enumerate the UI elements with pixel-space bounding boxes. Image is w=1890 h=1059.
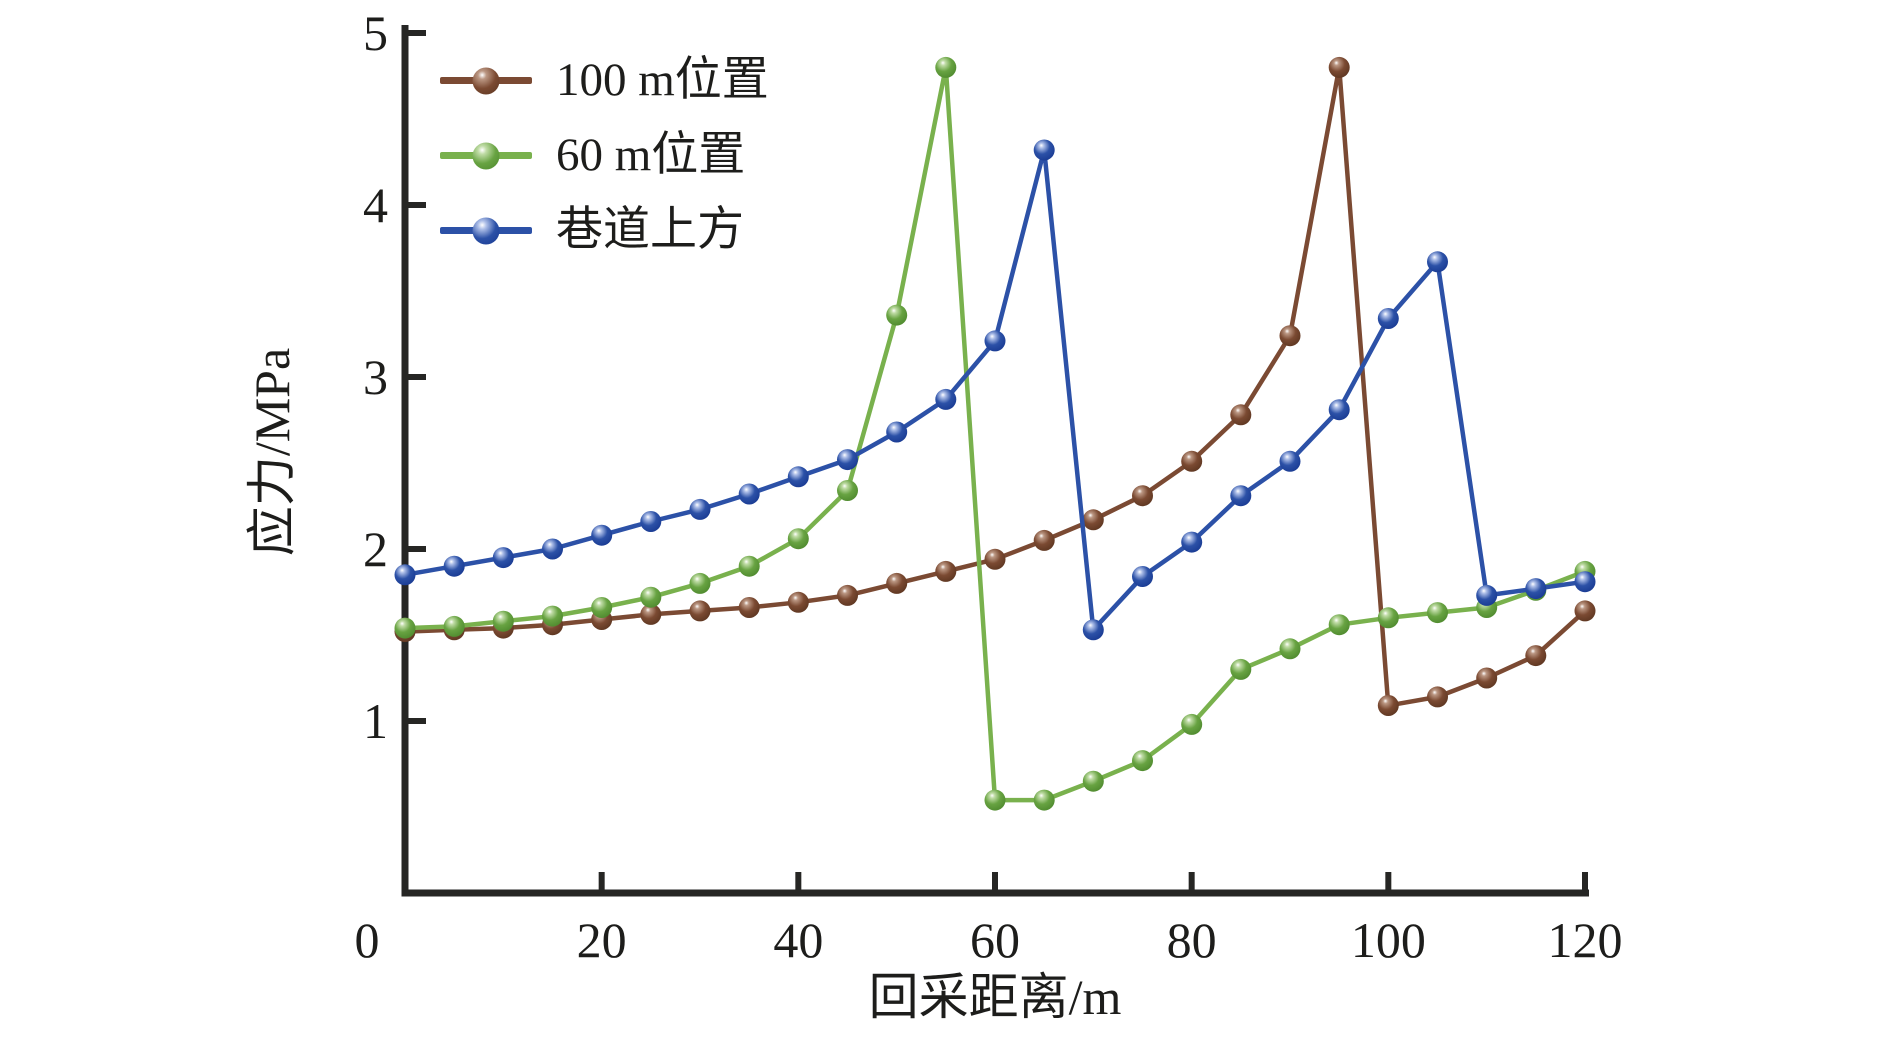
data-point	[1574, 600, 1596, 622]
data-point	[886, 421, 908, 443]
data-point	[1230, 485, 1252, 507]
data-point	[443, 615, 465, 637]
data-point	[443, 555, 465, 577]
data-point	[542, 605, 563, 627]
x-tick-label-40: 40	[773, 912, 823, 968]
data-point	[1033, 789, 1055, 811]
data-point	[1082, 770, 1104, 792]
axes: 1 2 3 4 5 0 20 40 60 80 100 120	[355, 5, 1623, 968]
data-point	[640, 603, 662, 625]
y-tick-label-4: 4	[363, 177, 388, 233]
data-point	[1427, 602, 1448, 624]
data-point	[640, 511, 662, 532]
data-point	[1476, 667, 1498, 689]
legend-item-60m: 60 m位置	[440, 118, 769, 193]
data-point	[1377, 308, 1399, 329]
data-point	[1574, 571, 1596, 593]
y-tick-label-2: 2	[363, 521, 388, 577]
data-point	[837, 449, 858, 471]
data-point	[1525, 578, 1547, 600]
x-tick-label-80: 80	[1167, 912, 1217, 968]
data-point	[492, 610, 514, 632]
data-point	[886, 304, 908, 326]
y-tick-label-3: 3	[363, 349, 388, 405]
data-point	[935, 560, 957, 582]
data-point	[689, 600, 711, 622]
x-axis-title: 回采距离/m	[868, 969, 1122, 1025]
data-point	[1033, 529, 1055, 551]
data-point	[1279, 325, 1301, 347]
data-point	[1132, 485, 1153, 507]
data-point	[591, 597, 613, 618]
data-point	[1279, 450, 1301, 472]
x-tick-label-120: 120	[1547, 912, 1622, 968]
data-point	[738, 555, 760, 577]
data-point	[1377, 695, 1399, 716]
data-point	[591, 524, 613, 546]
data-point	[1328, 614, 1350, 636]
legend-item-roadway: 巷道上方	[440, 193, 769, 268]
data-point	[837, 584, 858, 606]
legend-marker-60m-icon	[440, 142, 532, 169]
data-point	[1377, 607, 1399, 629]
data-point	[738, 597, 760, 618]
data-point	[1230, 404, 1252, 426]
data-point	[394, 564, 416, 586]
data-point	[1132, 566, 1153, 587]
series-2	[394, 139, 1596, 641]
data-point	[787, 528, 809, 550]
legend-marker-100m-icon	[440, 67, 532, 94]
data-point	[935, 388, 957, 410]
legend-label-100m: 100 m位置	[556, 54, 769, 106]
data-point	[1082, 509, 1104, 531]
data-point	[1230, 658, 1252, 680]
legend-item-100m: 100 m位置	[440, 43, 769, 118]
x-tick-label-20: 20	[577, 912, 627, 968]
data-point	[394, 617, 416, 639]
data-point	[689, 572, 711, 594]
data-point	[837, 480, 858, 501]
x-tick-label-60: 60	[970, 912, 1020, 968]
data-point	[787, 591, 809, 613]
data-point	[1427, 251, 1448, 273]
data-point	[1427, 686, 1448, 708]
data-point	[886, 572, 908, 594]
data-point	[1181, 713, 1203, 735]
data-point	[1132, 750, 1153, 772]
data-point	[1476, 584, 1498, 606]
data-point	[935, 56, 957, 78]
data-point	[787, 466, 809, 488]
data-point	[640, 586, 662, 608]
legend: 100 m位置 60 m位置 巷道上方	[440, 43, 769, 268]
data-point	[984, 330, 1006, 352]
y-tick-label-1: 1	[363, 693, 388, 749]
data-point	[1328, 399, 1350, 421]
data-point	[1181, 450, 1203, 472]
y-tick-label-5: 5	[363, 5, 388, 61]
data-point	[1328, 56, 1350, 78]
data-point	[1181, 531, 1203, 553]
legend-label-60m: 60 m位置	[556, 129, 746, 181]
data-point	[738, 483, 760, 505]
data-point	[984, 789, 1006, 811]
data-point	[1525, 645, 1547, 667]
x-tick-label-100: 100	[1351, 912, 1426, 968]
data-point	[542, 538, 563, 560]
data-point	[1033, 139, 1055, 161]
y-axis-title: 应力/MPa	[244, 347, 300, 557]
legend-label-roadway: 巷道上方	[556, 204, 744, 256]
x-tick-label-0: 0	[355, 912, 380, 968]
data-point	[1279, 638, 1301, 660]
data-point	[492, 547, 514, 569]
data-point	[984, 548, 1006, 570]
legend-marker-roadway-icon	[440, 217, 532, 244]
data-point	[1082, 619, 1104, 641]
data-point	[689, 498, 711, 520]
